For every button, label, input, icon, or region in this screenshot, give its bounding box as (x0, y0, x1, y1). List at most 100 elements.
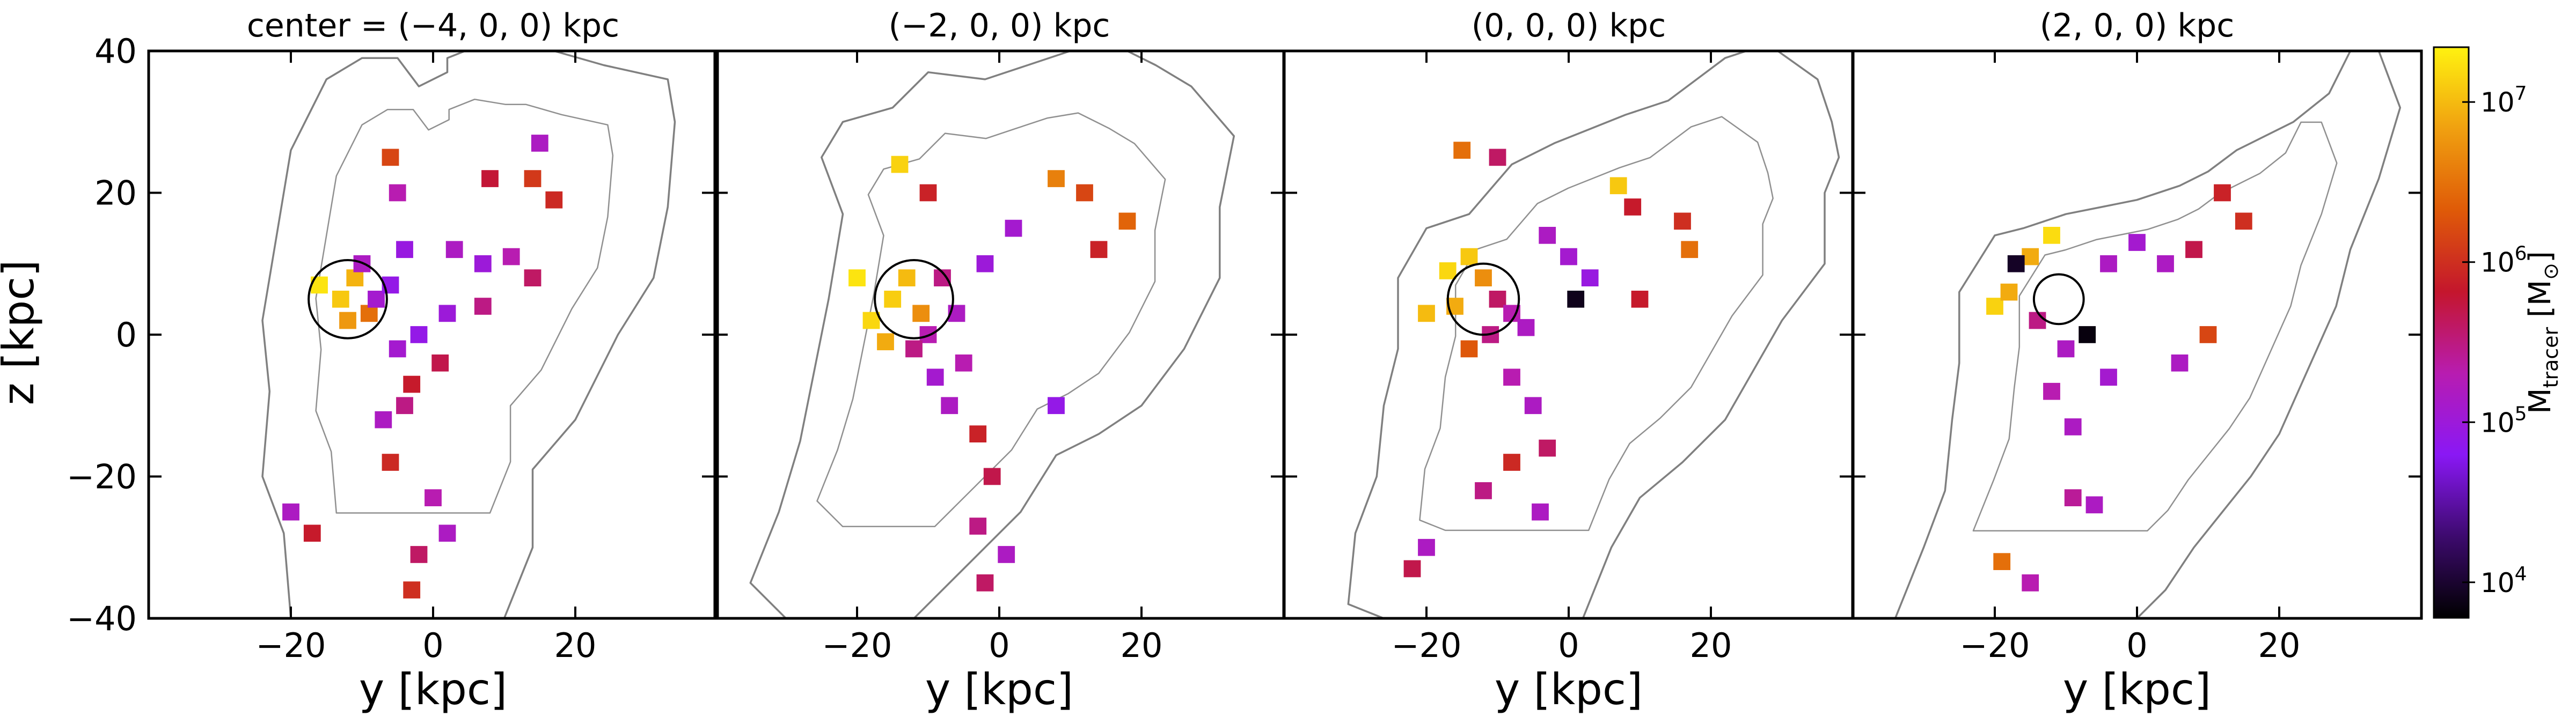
gas-contour (1347, 51, 1840, 618)
tracer-cell (2057, 340, 2075, 358)
tracer-cell (2157, 255, 2174, 272)
tracer-cell (545, 191, 563, 209)
tracer-cell (1460, 248, 1478, 265)
xlabel: y [kpc] (925, 664, 1073, 714)
x-tick-label: −20 (822, 626, 892, 665)
tracer-cell (2000, 283, 2018, 301)
tracer-cell (2214, 184, 2231, 202)
tracer-cell (375, 411, 392, 429)
colorbar-tick-label: 107 (2480, 83, 2527, 118)
tracer-cell (425, 489, 442, 506)
tracer-cell (431, 354, 449, 372)
tracer-cell (998, 546, 1015, 563)
tracer-cell (1993, 553, 2011, 570)
tracer-cell (2235, 212, 2252, 230)
x-tick-label: 0 (1558, 626, 1579, 665)
colorbar-tick-label: 105 (2480, 403, 2527, 438)
tracer-cell (2043, 227, 2060, 244)
region-circle (874, 259, 954, 339)
gas-contour (261, 51, 676, 618)
panel-frame (147, 49, 719, 620)
tracer-cell (1581, 269, 1599, 286)
tracer-cell (905, 340, 923, 358)
tracer-cell (382, 149, 399, 166)
tracer-cell (1517, 319, 1535, 336)
tracer-cell (531, 135, 548, 152)
y-tick-label: 40 (94, 32, 137, 71)
ylabel: z [kpc] (0, 260, 43, 405)
tracer-cell (2085, 496, 2103, 514)
panel-frame (1283, 49, 1855, 620)
gas-contour-inner (1972, 121, 2338, 531)
region-circle (1446, 262, 1520, 336)
tracer-cell (1048, 170, 1065, 187)
tracer-cell (2128, 234, 2146, 251)
tracer-cell (1539, 439, 1556, 457)
y-tick-label: −20 (67, 457, 137, 497)
tracer-cell (941, 397, 958, 415)
tracer-cell (403, 375, 421, 393)
y-tick-label: 0 (116, 315, 137, 354)
tracer-cell (1567, 291, 1585, 308)
panel-2: (−2, 0, 0) kpc −20 0 20 y [kpc] (702, 7, 1285, 714)
tracer-cell (1090, 241, 1108, 258)
tracer-cell (396, 397, 413, 415)
panel-title: center = (−4, 0, 0) kpc (247, 7, 619, 45)
tracer-cell (1403, 560, 1421, 578)
tracer-cell (360, 305, 378, 322)
tracer-cell (1076, 184, 1093, 202)
tracer-cell (969, 518, 987, 535)
tracer-cell (983, 468, 1001, 485)
tracer-cell (2100, 255, 2117, 272)
panel-title: (−2, 0, 0) kpc (889, 7, 1110, 45)
tracer-cell (2007, 255, 2025, 272)
tracer-cell (898, 269, 916, 286)
tracer-cell (2079, 326, 2096, 343)
y-tick-label: −40 (67, 599, 137, 638)
panel-4: (2, 0, 0) kpc −20 0 20 y [kpc] (1840, 7, 2423, 714)
tracer-cell (955, 354, 972, 372)
x-tick-label: −20 (1392, 626, 1462, 665)
tracer-cell (410, 326, 428, 343)
region-circle (2032, 273, 2085, 326)
colorbar-gradient (2433, 46, 2470, 619)
tracer-cell (1439, 262, 1457, 279)
tracer-cell (2043, 382, 2060, 400)
gas-contour-inner (315, 98, 614, 514)
tracer-cell (2100, 368, 2117, 386)
tracer-cell (2171, 354, 2189, 372)
panel-1: center = (−4, 0, 0) kpc −20 0 20 y [kpc] −40 −… (67, 7, 719, 714)
tracer-cell (919, 184, 937, 202)
tracer-cell (1418, 538, 1435, 556)
x-tick-label: −20 (1960, 626, 2030, 665)
xlabel: y [kpc] (2063, 664, 2211, 714)
tracer-cell (282, 503, 299, 521)
x-tick-label: −20 (256, 626, 326, 665)
tracer-cell (2029, 312, 2046, 329)
tracer-cell (1453, 142, 1471, 159)
x-tick-label: 20 (554, 626, 597, 665)
region-circle (308, 259, 388, 339)
tracer-cell (1674, 212, 1691, 230)
tracer-cell (877, 333, 894, 351)
tracer-cell (1048, 397, 1065, 415)
tracer-cell (1532, 503, 1549, 521)
tracer-cell (891, 156, 909, 173)
tracer-cell (1503, 368, 1520, 386)
panel-title: (0, 0, 0) kpc (1472, 7, 1666, 45)
tracer-cell (1118, 212, 1136, 230)
tracer-cell (2064, 489, 2082, 506)
x-tick-label: 0 (422, 626, 443, 665)
tracer-cell (1005, 219, 1022, 237)
gas-contour-inner (1419, 116, 1774, 531)
tracer-cell (969, 425, 987, 442)
y-tick-label: 20 (94, 174, 137, 213)
tracer-cell (848, 269, 866, 286)
tracer-cell (2064, 418, 2082, 435)
tracer-cell (1475, 269, 1492, 286)
tracer-cell (410, 546, 428, 563)
x-tick-label: 20 (2258, 626, 2301, 665)
tracer-cell (502, 248, 520, 265)
tracer-cell (1475, 482, 1492, 499)
tracer-cell (1524, 397, 1542, 415)
